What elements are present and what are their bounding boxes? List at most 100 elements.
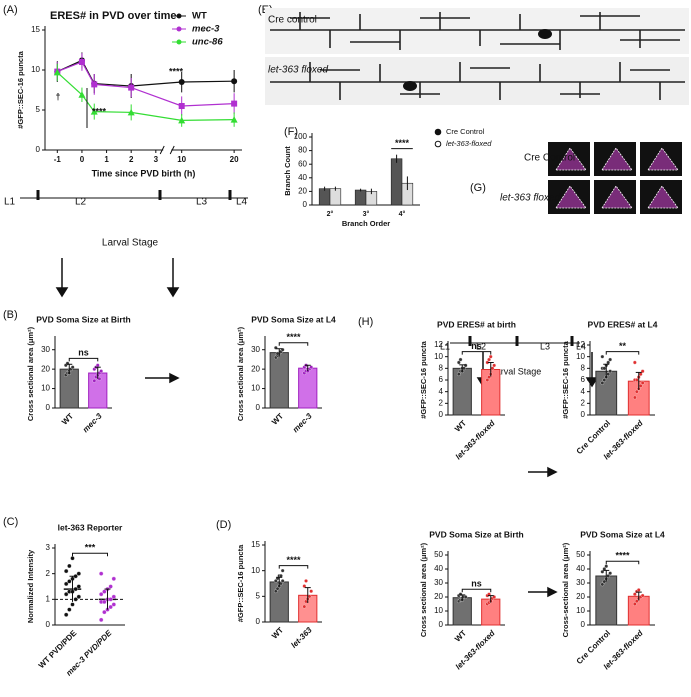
x-tick-label: 20: [230, 155, 239, 164]
y-tick-label: 2: [439, 398, 444, 407]
y-tick-label: 20: [434, 592, 443, 601]
data-point: [64, 612, 69, 617]
data-point: [111, 576, 116, 581]
y-tick-label: 60: [298, 159, 307, 168]
x-tick-label: -1: [54, 155, 62, 164]
marker: [230, 116, 238, 123]
annotation: ****: [92, 106, 107, 116]
data-point: [111, 602, 116, 607]
timeline-label: Larval Stage: [491, 366, 542, 376]
data-point: [485, 378, 490, 382]
y-axis-label: Cross-sectional area (μm²): [561, 542, 570, 637]
annotation: ****: [286, 555, 301, 565]
stage-label: L1: [4, 197, 16, 208]
y-tick-label: 12: [434, 340, 443, 349]
data-point: [307, 594, 312, 599]
legend-marker: [176, 13, 182, 19]
timeline: L1 L2 L3 L4 Larval Stage L1 L2 L3 L4 Lar…: [4, 190, 586, 376]
stage-label: L2: [75, 197, 87, 208]
chart-title: let-363 Reporter: [58, 522, 123, 532]
y-tick-label: 10: [576, 352, 585, 361]
data-point: [606, 360, 611, 365]
data-point: [302, 604, 307, 609]
image-strip: [265, 8, 689, 54]
y-tick-label: 0: [439, 410, 444, 419]
data-point: [309, 365, 314, 370]
legend-marker: [176, 39, 182, 45]
y-tick-label: 6: [581, 375, 586, 384]
x-tick-label: WT: [270, 625, 285, 640]
image-strip: [265, 57, 689, 105]
soma: [403, 81, 417, 91]
y-tick-label: 80: [298, 146, 307, 155]
legend-label: mec-3: [192, 24, 220, 35]
y-tick-label: 20: [251, 364, 260, 373]
marker: [231, 78, 238, 85]
data-point: [632, 395, 637, 400]
panel-label: (C): [3, 516, 18, 528]
y-tick-label: 30: [434, 578, 443, 587]
data-point: [492, 363, 497, 368]
chart-title: PVD Soma Size at Birth: [429, 529, 523, 539]
stage-label: L3: [196, 197, 208, 208]
legend-label: WT: [192, 11, 207, 22]
chart-title: PVD ERES# at L4: [588, 319, 658, 329]
annotation: ****: [615, 551, 630, 561]
marker: [78, 91, 86, 98]
y-axis-label: #GFP::SEC-16 puncta: [561, 340, 570, 418]
data-point: [99, 571, 104, 576]
annotation: ns: [78, 348, 89, 358]
neuron-drawing: [270, 62, 685, 100]
y-tick-label: 1: [46, 594, 51, 603]
annotation: ****: [395, 138, 410, 148]
marker: [78, 59, 85, 65]
data-point: [99, 617, 104, 623]
chart-title: PVD Soma Size at L4: [580, 529, 665, 539]
data-point: [488, 354, 493, 359]
data-point: [302, 584, 307, 588]
data-point: [304, 579, 308, 583]
data-point: [309, 589, 314, 594]
y-tick-label: 10: [576, 606, 585, 615]
micrograph-e: Cre control let-363 floxed: [265, 8, 689, 105]
sig-bracket: [605, 351, 640, 355]
data-point: [606, 372, 611, 377]
data-point: [636, 588, 641, 592]
y-tick-label: 50: [434, 550, 443, 559]
data-point: [600, 354, 605, 359]
y-tick-label: 40: [298, 173, 307, 182]
x-tick-label: WT: [453, 628, 468, 643]
data-point: [76, 584, 81, 589]
legend-marker: [176, 26, 182, 32]
y-tick-label: 0: [36, 145, 41, 154]
y-tick-label: 20: [41, 364, 50, 373]
y-tick-label: 0: [256, 617, 261, 626]
micrograph-g: Cre Control let-363 floxed: [500, 142, 682, 214]
y-axis-label: Cross sectional area (μm²): [236, 326, 245, 421]
arrowhead: [166, 287, 180, 298]
axis-break: [159, 145, 175, 155]
data-point: [275, 586, 280, 591]
stage-label: L1: [440, 341, 450, 351]
data-point: [632, 592, 637, 597]
y-tick-label: 3: [46, 543, 51, 552]
data-point: [273, 589, 278, 594]
marker: [178, 103, 185, 109]
data-point: [99, 369, 104, 373]
series-line: [57, 61, 235, 107]
data-point: [108, 597, 113, 602]
y-axis-label: Normalized Intensity: [26, 549, 35, 623]
stage-label: L4: [576, 341, 586, 351]
marker: [178, 116, 186, 124]
data-point: [108, 604, 113, 610]
series-line: [56, 71, 235, 122]
bar: [390, 158, 403, 206]
x-tick-label: let-363: [289, 625, 314, 650]
stage-ticks: [468, 336, 574, 346]
marker: [90, 108, 98, 115]
soma-outline: [555, 147, 679, 209]
data-point: [102, 599, 107, 605]
data-point: [95, 363, 100, 368]
chart-title: PVD Soma Size at L4: [251, 314, 336, 324]
neuron-drawing: [270, 12, 685, 50]
